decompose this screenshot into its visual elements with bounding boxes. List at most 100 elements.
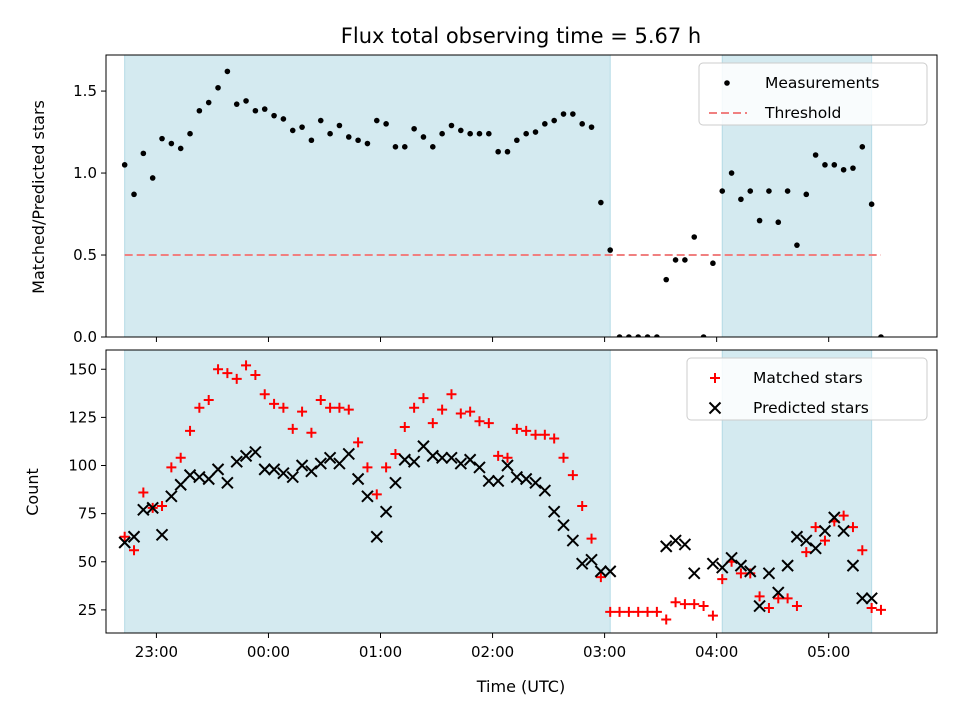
top-series-measurements-point bbox=[542, 121, 548, 127]
bottom-series-predicted-stars-point bbox=[519, 472, 533, 486]
top-series-measurements-point bbox=[812, 152, 819, 158]
top-series-measurements-point bbox=[719, 188, 726, 194]
top-series-measurements-point bbox=[607, 247, 614, 253]
bottom-series-predicted-stars-point bbox=[716, 561, 729, 574]
top-series-measurements-point bbox=[803, 191, 810, 198]
top-series-measurements-point bbox=[168, 140, 175, 147]
bottom-series-matched-stars-point bbox=[782, 593, 793, 604]
top-series-measurements-point bbox=[327, 130, 333, 137]
top-series-measurements-point bbox=[523, 130, 529, 137]
top-series-measurements-point bbox=[355, 137, 361, 144]
top-series-measurements-point bbox=[252, 107, 259, 114]
bottom-series-predicted-stars-point bbox=[333, 457, 346, 470]
bottom-series-matched-stars-point bbox=[325, 402, 336, 413]
top-series-measurements-point bbox=[205, 99, 212, 106]
bottom-series-predicted-stars-point bbox=[221, 476, 234, 490]
top-series-measurements-point bbox=[187, 130, 193, 137]
bottom-series-matched-stars-point bbox=[586, 533, 597, 544]
x-tick-label: 01:00 bbox=[359, 643, 402, 661]
bottom-series-matched-stars-point bbox=[847, 522, 858, 533]
bottom-series-predicted-stars-point bbox=[463, 453, 477, 466]
bottom-series-matched-stars-point bbox=[465, 406, 476, 417]
bottom-series-predicted-stars-point bbox=[454, 457, 468, 470]
bottom-legend: Matched stars Predicted stars bbox=[686, 357, 928, 421]
bottom-series-predicted-stars-point bbox=[557, 518, 570, 532]
bottom-legend-label: Matched stars bbox=[753, 369, 863, 387]
bottom-series-matched-stars-point bbox=[203, 395, 214, 406]
bottom-series-matched-stars-point bbox=[231, 373, 242, 384]
bottom-series-predicted-stars-point bbox=[482, 474, 496, 488]
bottom-series-predicted-stars-point bbox=[417, 440, 430, 453]
bottom-series-predicted-stars-point bbox=[389, 476, 402, 490]
top-series-measurements-point bbox=[831, 162, 838, 168]
bottom-series-matched-stars-point bbox=[129, 545, 140, 556]
bottom-series-predicted-stars-point bbox=[725, 551, 738, 565]
top-series-measurements-point bbox=[654, 334, 660, 337]
bottom-legend-label: Predicted stars bbox=[753, 399, 869, 417]
bottom-series-matched-stars-point bbox=[735, 568, 746, 579]
bottom-series-predicted-stars-point bbox=[491, 474, 505, 488]
bottom-series-predicted-stars-point bbox=[846, 559, 860, 572]
bottom-series-matched-stars-point bbox=[409, 402, 420, 413]
top-series-measurements-point bbox=[280, 116, 287, 122]
bottom-series-matched-stars-point bbox=[287, 423, 298, 434]
bottom-series-matched-stars-point bbox=[633, 606, 644, 617]
bottom-series-matched-stars-point bbox=[679, 599, 690, 610]
top-series-measurements-point bbox=[766, 188, 772, 194]
top-y-tick-label: 1.5 bbox=[73, 82, 97, 100]
bottom-series-predicted-stars-point bbox=[305, 465, 318, 478]
bottom-series-matched-stars-point bbox=[427, 418, 438, 429]
top-series-measurements-point bbox=[644, 334, 651, 337]
bottom-series-matched-stars-point bbox=[875, 604, 886, 615]
bottom-series-matched-stars-point bbox=[577, 500, 588, 511]
bottom-series-predicted-stars-point bbox=[781, 559, 794, 572]
top-legend-label: Threshold bbox=[764, 104, 841, 122]
bottom-series-predicted-stars-point bbox=[809, 542, 822, 555]
bottom-legend-marker bbox=[710, 373, 720, 383]
bottom-series-predicted-stars-point bbox=[828, 511, 841, 524]
top-legend: Measurements Threshold bbox=[698, 62, 928, 126]
bottom-series-predicted-stars-point bbox=[603, 565, 617, 578]
bottom-series-predicted-stars-point bbox=[342, 447, 355, 461]
top-series-measurements-point bbox=[570, 111, 576, 117]
bottom-series-matched-stars-point bbox=[185, 425, 196, 436]
bottom-series-predicted-stars-point bbox=[398, 453, 411, 466]
bottom-series-predicted-stars-point bbox=[127, 530, 141, 543]
bottom-series-matched-stars-point bbox=[390, 448, 401, 459]
bottom-series-matched-stars-point bbox=[157, 500, 168, 511]
bottom-series-predicted-stars-point bbox=[688, 567, 701, 580]
top-series-measurements bbox=[121, 68, 884, 337]
top-series-measurements-point bbox=[878, 334, 884, 337]
bottom-series-matched-stars-point bbox=[707, 610, 718, 621]
top-series-measurements-point bbox=[514, 137, 520, 144]
bottom-series-predicted-stars-point bbox=[211, 463, 225, 476]
top-series-measurements-point bbox=[345, 134, 352, 140]
top-series-measurements-point bbox=[840, 166, 847, 173]
top-series-measurements-point bbox=[196, 107, 203, 114]
top-series-measurements-point bbox=[775, 219, 782, 226]
top-series-measurements-point bbox=[336, 122, 343, 129]
top-series-measurements-point bbox=[822, 162, 828, 168]
bottom-series-predicted-stars-point bbox=[230, 455, 243, 468]
bottom-series-predicted-stars-point bbox=[165, 490, 178, 503]
top-series-measurements-point bbox=[663, 276, 670, 283]
top-series-measurements-point bbox=[392, 144, 399, 150]
bottom-series-predicted-stars-point bbox=[137, 503, 150, 516]
bottom-series-matched-stars-point bbox=[474, 416, 485, 427]
top-series-measurements-point bbox=[317, 117, 324, 124]
bottom-series-predicted-stars-point bbox=[501, 459, 514, 472]
top-series-measurements-point bbox=[626, 334, 632, 337]
bottom-series-matched-stars-point bbox=[623, 606, 634, 617]
bottom-series-matched-stars-point bbox=[866, 602, 877, 613]
bottom-series-predicted-stars-point bbox=[445, 451, 458, 465]
bottom-series-predicted-stars-point bbox=[510, 470, 524, 484]
top-series-measurements-point bbox=[383, 121, 389, 127]
bottom-series-matched-stars-point bbox=[175, 452, 186, 463]
bottom-series-predicted-stars-point bbox=[155, 528, 169, 542]
x-tick-label: 02:00 bbox=[471, 643, 514, 661]
top-series-measurements-point bbox=[458, 127, 464, 134]
top-series-measurements-point bbox=[551, 117, 557, 124]
bottom-series-matched-stars-point bbox=[278, 402, 289, 413]
top-series-measurements-point bbox=[738, 196, 744, 203]
bottom-series-matched-stars-point bbox=[651, 606, 662, 617]
